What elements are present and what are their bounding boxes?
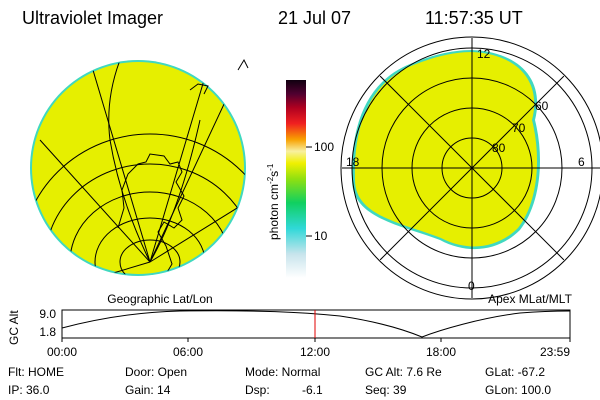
time-label: 18:00 — [426, 345, 456, 359]
status-field: GLon: 100.0 — [485, 383, 551, 397]
status-field: Gain: 14 — [125, 383, 171, 397]
unit-text: s — [267, 171, 281, 177]
status-field: Seq: 39 — [365, 383, 407, 397]
colorbar — [286, 80, 306, 278]
left-label: Geographic Lat/Lon — [107, 292, 212, 306]
colorbar-tick-label: 100 — [314, 140, 334, 154]
time-label: 06:00 — [173, 345, 203, 359]
time: 11:57:35 UT — [425, 8, 523, 28]
title: Ultraviolet Imager — [22, 8, 163, 28]
alt-label: 1.8 — [39, 325, 56, 339]
lat-label: 80 — [492, 141, 506, 155]
status-field: Mode: Normal — [245, 365, 320, 379]
status-field: Door: Open — [125, 365, 187, 379]
alt-ticks — [61, 338, 571, 342]
geo-image — [30, 58, 249, 276]
alt-axis-label: GC Alt — [7, 310, 21, 345]
alt-label: 9.0 — [39, 307, 56, 321]
status-field: GLat: -67.2 — [485, 365, 545, 379]
polar-image — [340, 36, 600, 300]
status-field: Dsp: — [245, 383, 270, 397]
lat-label: 70 — [512, 121, 526, 135]
mlt-label: 0 — [468, 279, 475, 293]
lat-label: 60 — [535, 99, 549, 113]
alt-curve — [61, 310, 571, 338]
dsp-value: -6.1 — [302, 383, 323, 397]
time-label: 12:00 — [300, 345, 330, 359]
unit-exp: -1 — [266, 163, 275, 171]
time-label: 00:00 — [47, 345, 77, 359]
date: 21 Jul 07 — [278, 8, 351, 28]
status-field: GC Alt: 7.6 Re — [365, 365, 442, 379]
alt-frame — [61, 309, 571, 339]
mlt-label: 6 — [578, 155, 585, 169]
mlt-label: 12 — [477, 47, 491, 61]
colorbar-unit: photon cm-2s-1 — [266, 163, 281, 240]
time-label: 23:59 — [540, 345, 570, 359]
right-label: Apex MLat/MLT — [488, 292, 572, 306]
colorbar-tick-label: 10 — [314, 229, 328, 243]
unit-text: photon cm — [267, 184, 281, 240]
unit-exp: -2 — [266, 176, 275, 184]
mlt-label: 18 — [346, 155, 360, 169]
status-field: Flt: HOME — [8, 365, 64, 379]
status: Flt: HOME Door: Open Mode: Normal GC Alt: 7… — [8, 365, 551, 397]
status-field: IP: 36.0 — [8, 383, 50, 397]
